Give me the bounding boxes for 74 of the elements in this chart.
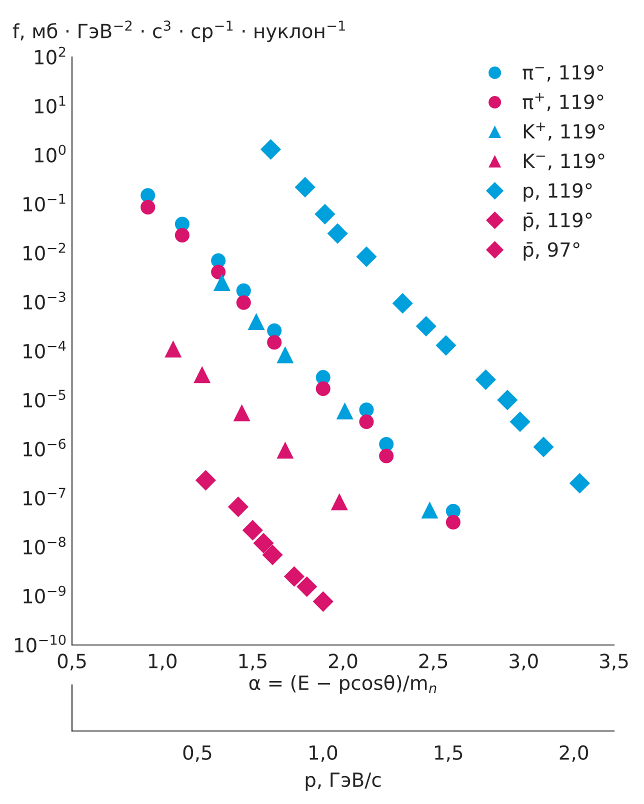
y-tick-label: 10$^{−10}$ — [15, 634, 66, 653]
point — [312, 591, 334, 612]
point — [475, 369, 496, 390]
point — [533, 436, 554, 458]
point — [260, 139, 282, 160]
point — [421, 501, 438, 518]
point — [233, 404, 250, 422]
point — [392, 293, 413, 314]
x-tick-label: 2,5 — [419, 654, 448, 670]
x-tick-label: 1,0 — [149, 654, 177, 670]
point — [294, 176, 316, 198]
y-tick-label: 10$^{−2}$ — [24, 242, 66, 261]
point — [327, 223, 348, 244]
point — [211, 264, 226, 280]
point — [213, 274, 230, 292]
point — [569, 472, 590, 494]
point — [510, 411, 530, 432]
x-tick-label: 0,5 — [58, 654, 86, 670]
point — [446, 514, 460, 530]
point — [284, 566, 305, 587]
point — [296, 576, 318, 597]
legend-label: π$^{+}$, 119° — [522, 92, 604, 112]
point — [359, 414, 374, 430]
x2-tick-label: 2,0 — [560, 745, 588, 762]
point — [497, 390, 518, 410]
point — [276, 346, 294, 364]
y-tick-label: 10$^{−3}$ — [24, 292, 66, 310]
point — [164, 340, 182, 358]
x-axis-title: α = (E − pcosθ)/m$_{n}$ — [249, 674, 436, 694]
legend-label: p̄, 119° — [524, 212, 592, 232]
x2-tick-label: 0,5 — [183, 745, 212, 762]
y-axis-title: f, мб · ГэВ$^{−2}$ · c$^{3}$ · ср$^{−1}$ · нуклон$^{−1}$ — [12, 20, 345, 42]
point — [262, 544, 283, 566]
x-tick-label: 3,5 — [600, 654, 628, 670]
legend-label: K$^{+}$, 119° — [524, 122, 604, 141]
point — [356, 246, 377, 268]
x-tick-label: 2,0 — [328, 654, 358, 670]
point — [140, 200, 156, 214]
point — [248, 312, 265, 330]
point — [253, 532, 274, 554]
y-tick-label: 10$^{0}$ — [35, 144, 66, 163]
point — [276, 442, 294, 459]
y-tick-label: 10$^{2}$ — [35, 46, 66, 65]
y-tick-label: 10$^{−4}$ — [24, 340, 66, 359]
point — [194, 366, 211, 384]
point — [267, 335, 282, 350]
point — [314, 204, 336, 224]
point — [195, 470, 216, 491]
y-tick-label: 10$^{−8}$ — [24, 536, 66, 555]
y-tick-label: 10$^{1}$ — [35, 96, 66, 114]
legend-label: π$^{−}$, 119° — [522, 64, 604, 82]
point — [236, 295, 251, 310]
y-tick-label: 10$^{−7}$ — [24, 488, 66, 506]
point — [330, 493, 348, 510]
point — [316, 381, 330, 396]
y-tick-label: 10$^{−6}$ — [24, 438, 66, 457]
x2-tick-label: 1,5 — [435, 745, 462, 762]
x-tick-label: 3,0 — [510, 654, 538, 670]
y-tick-label: 10$^{−9}$ — [24, 586, 66, 604]
point — [242, 520, 263, 541]
x2-tick-label: 1,0 — [310, 745, 338, 762]
point — [228, 496, 249, 518]
point — [416, 316, 436, 337]
legend-label: p, 119° — [524, 183, 592, 202]
point — [174, 228, 190, 243]
x2-axis-title: p, ГэВ/c — [306, 772, 381, 791]
point — [336, 402, 354, 420]
point — [379, 448, 394, 464]
legend-label: p̄, 97° — [524, 242, 580, 261]
x-tick-label: 1,5 — [239, 654, 266, 670]
legend-label: K$^{−}$, 119° — [524, 154, 604, 170]
point — [436, 335, 456, 356]
y-tick-label: 10$^{−1}$ — [24, 194, 66, 212]
y-tick-label: 10$^{−5}$ — [24, 390, 66, 408]
